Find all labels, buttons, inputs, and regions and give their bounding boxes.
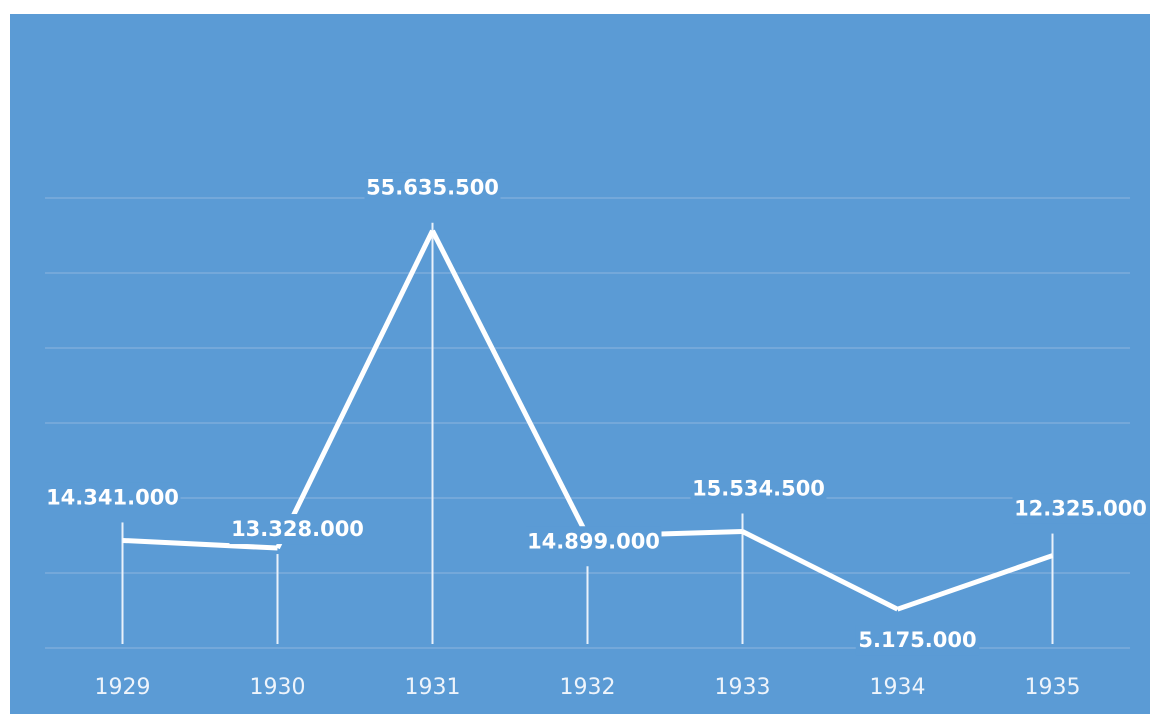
data-label-backdrop [690,473,827,504]
data-label: 55.635.500 [366,176,499,200]
data-label: 5.175.000 [858,628,976,652]
series-line-segment [275,229,435,550]
chart-background [10,14,1150,714]
x-tick-label: 1929 [95,675,151,700]
data-label-backdrop [44,482,181,513]
series-line-layer [122,229,1054,612]
data-label: 13.328.000 [231,517,364,541]
x-tick-label: 1935 [1025,675,1081,700]
x-tick-label: 1931 [405,675,461,700]
data-label: 14.899.000 [527,529,660,553]
gridlines [45,197,1130,649]
series-line-segment [122,537,278,551]
x-tick-label: 1930 [250,675,306,700]
data-label: 14.341.000 [46,485,179,509]
series-line-segment [896,553,1054,612]
data-label-backdrop [525,526,662,557]
data-label: 15.534.500 [692,476,825,500]
data-label: 12.325.000 [1014,497,1147,521]
line-chart: 14.341.000 13.328.000 55.635.500 14.899.000… [10,14,1150,714]
x-axis-tick-labels: 1929 1930 1931 1932 1933 1934 1935 [95,675,1081,700]
x-tick-label: 1934 [870,675,926,700]
data-label-backdrop [364,172,501,203]
data-label-backdrop [229,514,366,545]
data-labels: 14.341.000 13.328.000 55.635.500 14.899.000… [44,172,1149,656]
series-line-segment [430,229,590,538]
data-label-backdrop [1012,493,1149,524]
x-tick-label: 1933 [715,675,771,700]
x-tick-label: 1932 [560,675,616,700]
data-label-backdrop [855,625,980,656]
chart-frame: 14.341.000 13.328.000 55.635.500 14.899.000… [10,14,1150,714]
series-line-segment [741,529,899,612]
